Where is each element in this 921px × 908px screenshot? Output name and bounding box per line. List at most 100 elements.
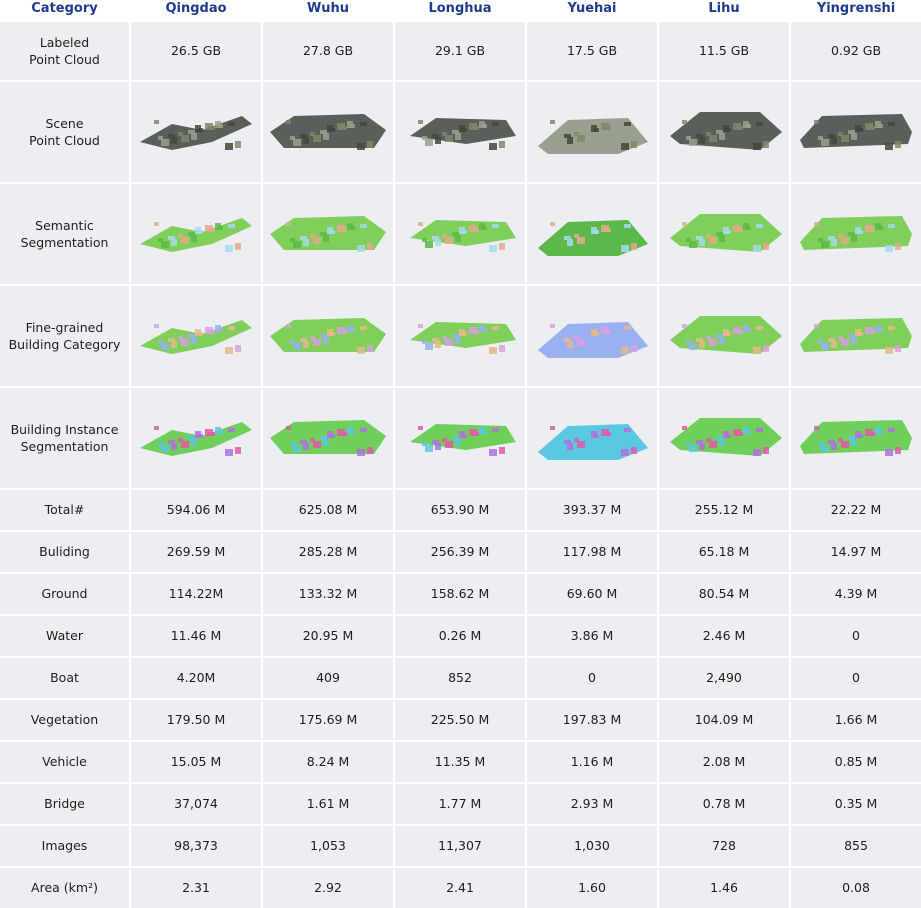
point-cloud-image: [270, 114, 386, 150]
point-cloud-detail: [611, 325, 617, 332]
point-cloud-detail: [577, 237, 585, 244]
point-cloud-detail: [831, 137, 837, 144]
point-cloud-detail: [601, 123, 609, 130]
point-cloud-image: [140, 422, 252, 456]
point-cloud-image: [800, 420, 912, 456]
point-cloud-image: [670, 418, 782, 456]
point-cloud-detail: [225, 143, 233, 150]
thumbnail-cell: [131, 82, 261, 182]
point-cloud-detail: [814, 324, 819, 328]
point-cloud-image: [670, 112, 782, 150]
point-cloud-image: [538, 220, 648, 256]
value-cell: 0.35 M: [791, 784, 921, 824]
point-cloud-detail: [154, 120, 159, 124]
value-cell: 1.16 M: [527, 742, 657, 782]
column-header: Wuhu: [263, 0, 393, 20]
point-cloud-detail: [360, 122, 367, 126]
point-cloud-detail: [875, 223, 881, 230]
thumbnail-cell: [527, 286, 657, 386]
value-cell: 1,053: [263, 826, 393, 866]
thumbnail-cell: [263, 184, 393, 284]
point-cloud-detail: [831, 341, 837, 348]
point-cloud-image: [140, 218, 252, 252]
point-cloud-detail: [327, 227, 333, 234]
row-label: Vegetation: [0, 700, 129, 740]
value-cell: 625.08 M: [263, 490, 393, 530]
point-cloud-detail: [591, 125, 597, 132]
value-cell: 1.46: [659, 868, 789, 908]
value-cell: 1.77 M: [395, 784, 525, 824]
thumbnail-cell: [395, 82, 525, 182]
point-cloud-detail: [888, 122, 895, 126]
point-cloud-detail: [320, 130, 327, 134]
point-cloud-detail: [733, 225, 741, 232]
point-cloud-detail: [689, 445, 697, 452]
point-cloud-detail: [367, 243, 373, 250]
value-cell: 0.08: [791, 868, 921, 908]
point-cloud-detail: [300, 338, 307, 342]
point-cloud-detail: [716, 334, 723, 338]
point-cloud-detail: [499, 141, 505, 148]
point-cloud-detail: [564, 134, 571, 138]
point-cloud-detail: [432, 338, 439, 342]
point-cloud-detail: [818, 136, 823, 140]
value-cell: 1.61 M: [263, 784, 393, 824]
point-cloud-detail: [554, 442, 559, 446]
point-cloud-detail: [327, 431, 333, 438]
point-cloud-detail: [591, 431, 597, 438]
point-cloud-detail: [425, 445, 433, 452]
value-cell: 2.31: [131, 868, 261, 908]
value-cell: 29.1 GB: [395, 22, 525, 80]
value-cell: 1,030: [527, 826, 657, 866]
point-cloud-detail: [814, 120, 819, 124]
value-cell: 26.5 GB: [131, 22, 261, 80]
value-cell: 179.50 M: [131, 700, 261, 740]
point-cloud-detail: [303, 341, 309, 348]
point-cloud-detail: [855, 227, 861, 234]
point-cloud-detail: [885, 245, 893, 252]
point-cloud-detail: [290, 238, 295, 242]
point-cloud-detail: [706, 438, 711, 442]
point-cloud-detail: [841, 441, 849, 448]
point-cloud-detail: [435, 239, 441, 246]
point-cloud-detail: [442, 132, 447, 136]
value-cell: 37,074: [131, 784, 261, 824]
point-cloud-detail: [432, 134, 439, 138]
point-cloud-detail: [215, 223, 221, 230]
point-cloud-detail: [435, 137, 441, 144]
point-cloud-image: [800, 114, 912, 150]
point-cloud-detail: [161, 445, 169, 452]
point-cloud-detail: [188, 130, 195, 134]
point-cloud-detail: [188, 436, 195, 440]
point-cloud-detail: [158, 238, 163, 242]
value-cell: 1.60: [527, 868, 657, 908]
point-cloud-detail: [706, 132, 711, 136]
point-cloud-detail: [435, 443, 441, 450]
point-cloud-detail: [161, 241, 169, 248]
point-cloud-detail: [624, 428, 631, 432]
value-cell: 20.95 M: [263, 616, 393, 656]
row-label: Water: [0, 616, 129, 656]
point-cloud-detail: [452, 334, 459, 338]
thumbnail-cell: [263, 82, 393, 182]
point-cloud-detail: [293, 241, 301, 248]
value-cell: 653.90 M: [395, 490, 525, 530]
point-cloud-detail: [469, 225, 477, 232]
point-cloud-detail: [432, 440, 439, 444]
point-cloud-detail: [611, 121, 617, 128]
point-cloud-detail: [838, 132, 843, 136]
point-cloud-detail: [733, 429, 741, 436]
point-cloud-detail: [459, 329, 465, 336]
point-cloud-detail: [895, 243, 901, 250]
point-cloud-detail: [865, 123, 873, 130]
point-cloud-detail: [489, 449, 497, 456]
point-cloud-detail: [828, 440, 835, 444]
value-cell: 11.35 M: [395, 742, 525, 782]
point-cloud-detail: [360, 428, 367, 432]
point-cloud-detail: [452, 232, 459, 236]
value-cell: 409: [263, 658, 393, 698]
value-cell: 4.39 M: [791, 574, 921, 614]
point-cloud-detail: [885, 143, 893, 150]
point-cloud-detail: [557, 139, 565, 146]
point-cloud-detail: [621, 245, 629, 252]
